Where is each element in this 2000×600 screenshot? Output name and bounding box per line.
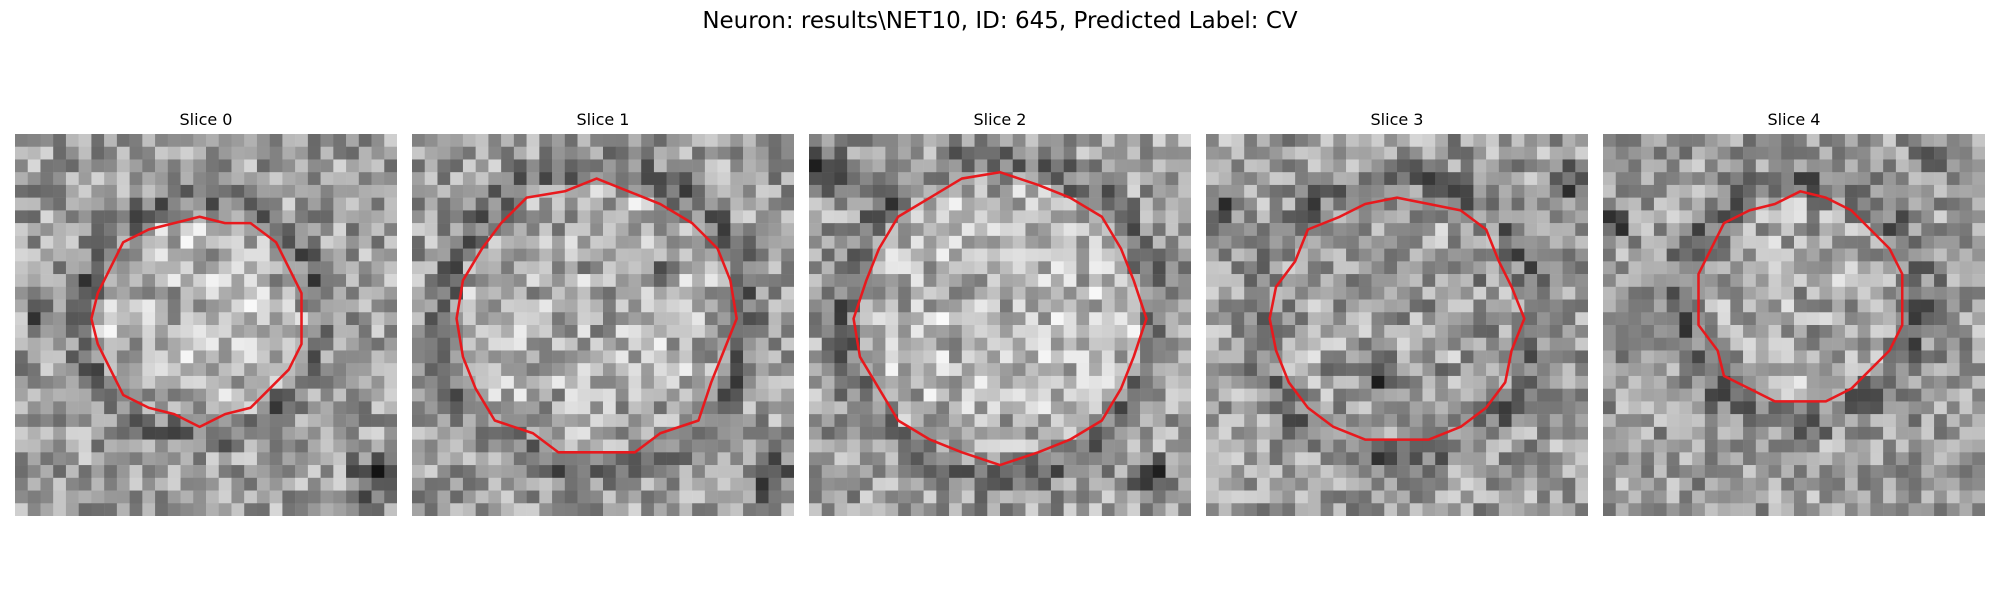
- slice-title: Slice 3: [1370, 110, 1424, 129]
- slice-image: [15, 134, 397, 516]
- slice-title: Slice 1: [576, 110, 630, 129]
- pixel-grid: [412, 134, 794, 516]
- cell-contour: [90, 215, 303, 429]
- cell-contour: [455, 177, 738, 454]
- slice-image: [1206, 134, 1588, 516]
- pixel-grid: [1206, 134, 1588, 516]
- cell-contour: [852, 170, 1148, 467]
- pixel-grid: [809, 134, 1191, 516]
- slice-image: [1603, 134, 1985, 516]
- cell-contour: [1268, 196, 1526, 441]
- figure-title: Neuron: results\NET10, ID: 645, Predicte…: [702, 8, 1298, 34]
- slice-image: [412, 134, 794, 516]
- slice-title: Slice 0: [179, 110, 233, 129]
- pixel-grid: [1603, 134, 1985, 516]
- slice-title: Slice 2: [973, 110, 1027, 129]
- slice-title: Slice 4: [1767, 110, 1821, 129]
- pixel-grid: [15, 134, 397, 516]
- slice-image: [809, 134, 1191, 516]
- cell-contour: [1697, 190, 1904, 403]
